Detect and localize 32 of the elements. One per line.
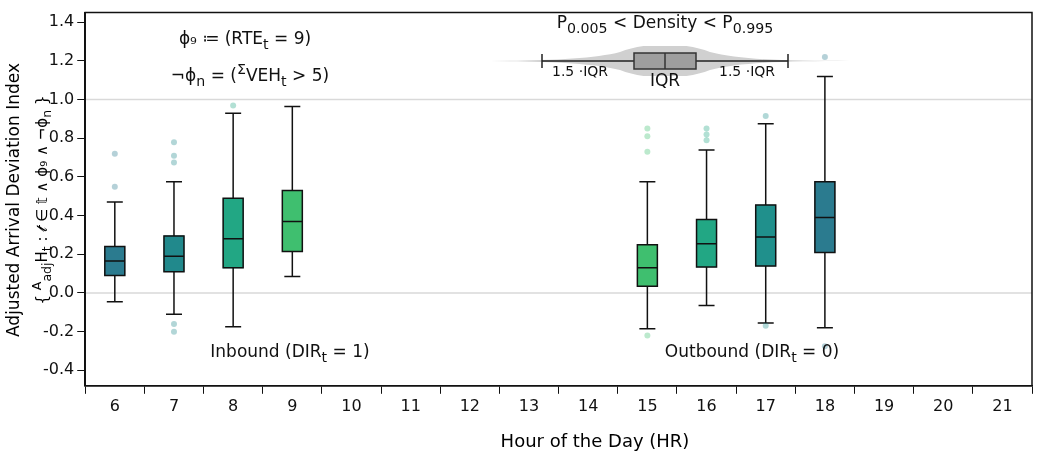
annotation: ϕ₉ ≔ (RTE$_{t}$ = 9) [178, 28, 312, 52]
annotation: IQR [649, 70, 681, 90]
y-tick-label: 1.4 [48, 11, 75, 31]
x-tick-label: 13 [518, 395, 540, 415]
annotation: ¬ϕ$_{n}$ = ($^{Σ}$VEH$_{t}$ > 5) [170, 61, 330, 89]
x-tick-label: 7 [168, 395, 180, 415]
y-tick-label: 0.2 [48, 243, 75, 263]
annotation: Outbound (DIR$_{t}$ = 0) [664, 341, 840, 365]
y-tick-label: 1.2 [48, 50, 75, 70]
y-tick-label: -0.2 [43, 320, 75, 340]
x-tick-label: 6 [109, 395, 120, 415]
x-axis-title: Hour of the Day (HR) [500, 429, 690, 451]
x-tick-label: 8 [228, 395, 239, 415]
y-tick-label: -0.4 [43, 359, 75, 379]
x-tick-label: 14 [578, 395, 599, 415]
annotation: 1.5 ·IQR [718, 63, 776, 79]
y-tick-label: 0.4 [48, 204, 75, 224]
x-tick-label: 12 [459, 395, 481, 415]
x-tick-label: 9 [287, 395, 298, 415]
annotation: P$_{0.005}$ < Density < P$_{0.995}$ [556, 12, 774, 36]
x-tick-label: 15 [637, 395, 658, 415]
x-tick-label: 21 [992, 395, 1013, 415]
annotation: Inbound (DIR$_{t}$ = 1) [210, 341, 370, 365]
x-tick-label: 11 [400, 395, 421, 415]
x-tick-label: 17 [755, 395, 776, 415]
y-tick-label: 0.8 [48, 127, 75, 147]
x-tick-label: 19 [873, 395, 895, 415]
annotation: 1.5 ·IQR [551, 63, 609, 79]
x-tick-label: 18 [814, 395, 836, 415]
x-tick-label: 20 [933, 395, 954, 415]
x-tick-label: 16 [696, 395, 717, 415]
x-tick-label: 10 [341, 395, 362, 415]
